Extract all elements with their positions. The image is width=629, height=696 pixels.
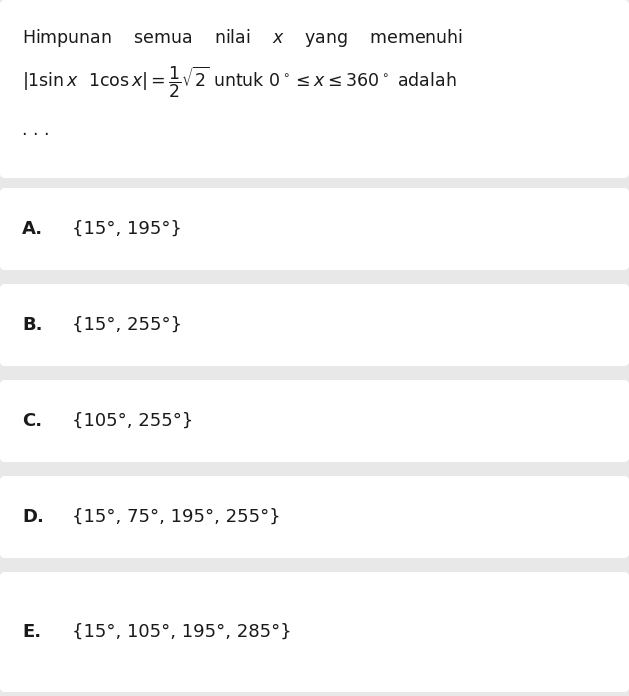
Text: {105°, 255°}: {105°, 255°} — [72, 412, 193, 430]
Text: . . .: . . . — [22, 121, 50, 139]
FancyBboxPatch shape — [0, 188, 629, 270]
Text: $|1\sin x\ \ 1\cos x| = \dfrac{1}{2}\sqrt{2}$ untuk $0^\circ \leq x \leq 360^\ci: $|1\sin x\ \ 1\cos x| = \dfrac{1}{2}\sqr… — [22, 64, 457, 100]
Text: D.: D. — [22, 508, 44, 526]
Text: {15°, 195°}: {15°, 195°} — [72, 220, 182, 238]
Text: Himpunan    semua    nilai    $x$    yang    memenuhi: Himpunan semua nilai $x$ yang memenuhi — [22, 27, 463, 49]
FancyBboxPatch shape — [0, 476, 629, 558]
Text: {15°, 255°}: {15°, 255°} — [72, 316, 182, 334]
Text: A.: A. — [22, 220, 43, 238]
Text: E.: E. — [22, 623, 41, 641]
Text: B.: B. — [22, 316, 43, 334]
FancyBboxPatch shape — [0, 572, 629, 692]
FancyBboxPatch shape — [0, 380, 629, 462]
FancyBboxPatch shape — [0, 284, 629, 366]
Text: C.: C. — [22, 412, 42, 430]
Text: {15°, 105°, 195°, 285°}: {15°, 105°, 195°, 285°} — [72, 623, 292, 641]
Text: {15°, 75°, 195°, 255°}: {15°, 75°, 195°, 255°} — [72, 508, 281, 526]
FancyBboxPatch shape — [0, 0, 629, 178]
